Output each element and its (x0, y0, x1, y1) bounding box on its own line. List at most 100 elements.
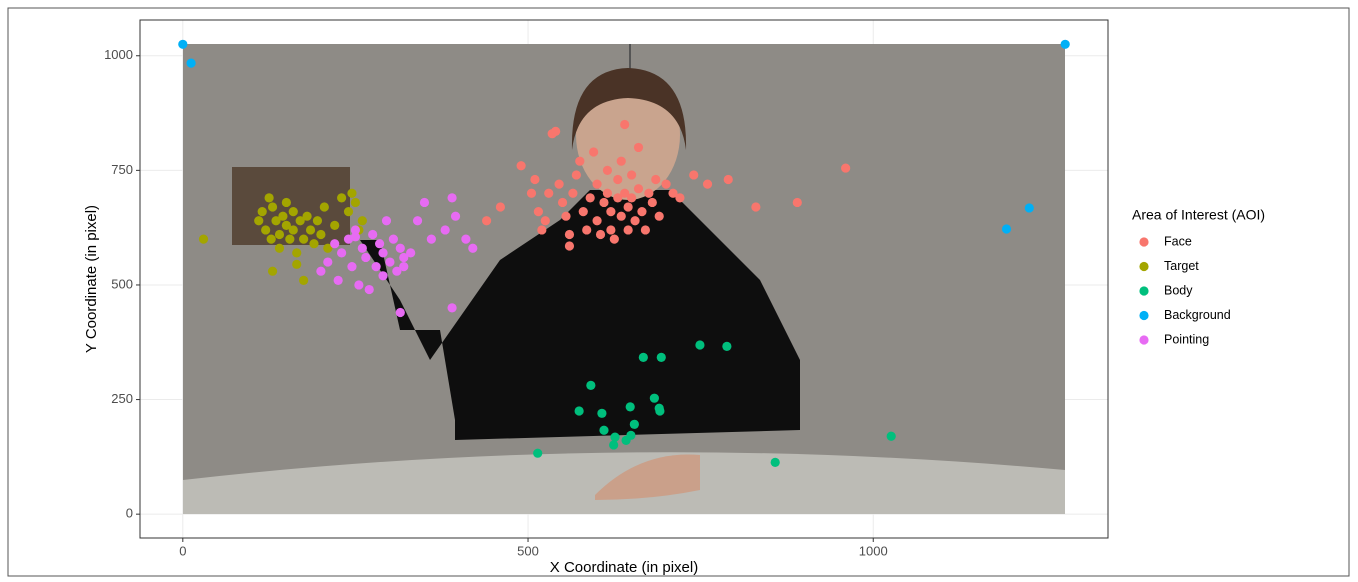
point (268, 202, 277, 211)
point (637, 207, 646, 216)
point (330, 221, 339, 230)
legend-label: Face (1164, 234, 1192, 248)
point (603, 189, 612, 198)
point (378, 248, 387, 257)
point (337, 248, 346, 257)
point (606, 207, 615, 216)
point (609, 440, 618, 449)
point (541, 216, 550, 225)
x-axis-title: X Coordinate (in pixel) (550, 559, 698, 576)
y-tick-label: 250 (111, 391, 133, 406)
point (368, 230, 377, 239)
point (378, 271, 387, 280)
y-axis-title: Y Coordinate (in pixel) (83, 205, 100, 353)
legend-key (1139, 335, 1148, 344)
legend-label: Pointing (1164, 332, 1209, 346)
point (261, 225, 270, 234)
y-tick-label: 750 (111, 162, 133, 177)
point (313, 216, 322, 225)
point (178, 40, 187, 49)
point (496, 202, 505, 211)
point (372, 262, 381, 271)
point (582, 225, 591, 234)
point (278, 212, 287, 221)
point (599, 426, 608, 435)
point (451, 212, 460, 221)
point (751, 202, 760, 211)
point (650, 394, 659, 403)
point (267, 235, 276, 244)
point (657, 353, 666, 362)
point (299, 276, 308, 285)
legend-key (1139, 286, 1148, 295)
point (722, 342, 731, 351)
point (447, 303, 456, 312)
point (651, 175, 660, 184)
y-tick-label: 1000 (104, 47, 133, 62)
x-tick-label: 500 (517, 543, 539, 558)
point (639, 353, 648, 362)
point (655, 212, 664, 221)
point (396, 308, 405, 317)
legend-key (1139, 262, 1148, 271)
legend-label: Target (1164, 259, 1199, 273)
point (396, 244, 405, 253)
point (610, 235, 619, 244)
point (592, 216, 601, 225)
point (575, 406, 584, 415)
point (199, 235, 208, 244)
point (551, 127, 560, 136)
point (330, 239, 339, 248)
point (358, 244, 367, 253)
point (544, 189, 553, 198)
point (568, 189, 577, 198)
point (589, 147, 598, 156)
legend-key (1139, 237, 1148, 246)
point (630, 216, 639, 225)
point (603, 166, 612, 175)
point (624, 202, 633, 211)
point (565, 241, 574, 250)
point (565, 230, 574, 239)
point (630, 420, 639, 429)
point (351, 198, 360, 207)
point (275, 244, 284, 253)
point (1061, 40, 1070, 49)
legend-label: Background (1164, 308, 1231, 322)
point (617, 157, 626, 166)
point (561, 212, 570, 221)
point (703, 180, 712, 189)
point (399, 262, 408, 271)
x-tick-label: 1000 (859, 543, 888, 558)
point (316, 267, 325, 276)
point (620, 120, 629, 129)
point (617, 212, 626, 221)
point (292, 248, 301, 257)
point (406, 248, 415, 257)
point (662, 180, 671, 189)
point (389, 235, 398, 244)
point (265, 193, 274, 202)
point (254, 216, 263, 225)
point (597, 409, 606, 418)
point (347, 189, 356, 198)
legend-label: Body (1164, 283, 1193, 297)
point (596, 230, 605, 239)
point (641, 225, 650, 234)
point (306, 225, 315, 234)
point (285, 235, 294, 244)
point (382, 216, 391, 225)
point (586, 381, 595, 390)
point (299, 235, 308, 244)
point (323, 257, 332, 266)
point (517, 161, 526, 170)
point (537, 225, 546, 234)
point (793, 198, 802, 207)
point (385, 257, 394, 266)
point (334, 276, 343, 285)
point (579, 207, 588, 216)
point (575, 157, 584, 166)
legend-key (1139, 311, 1148, 320)
point (572, 170, 581, 179)
point (841, 163, 850, 172)
